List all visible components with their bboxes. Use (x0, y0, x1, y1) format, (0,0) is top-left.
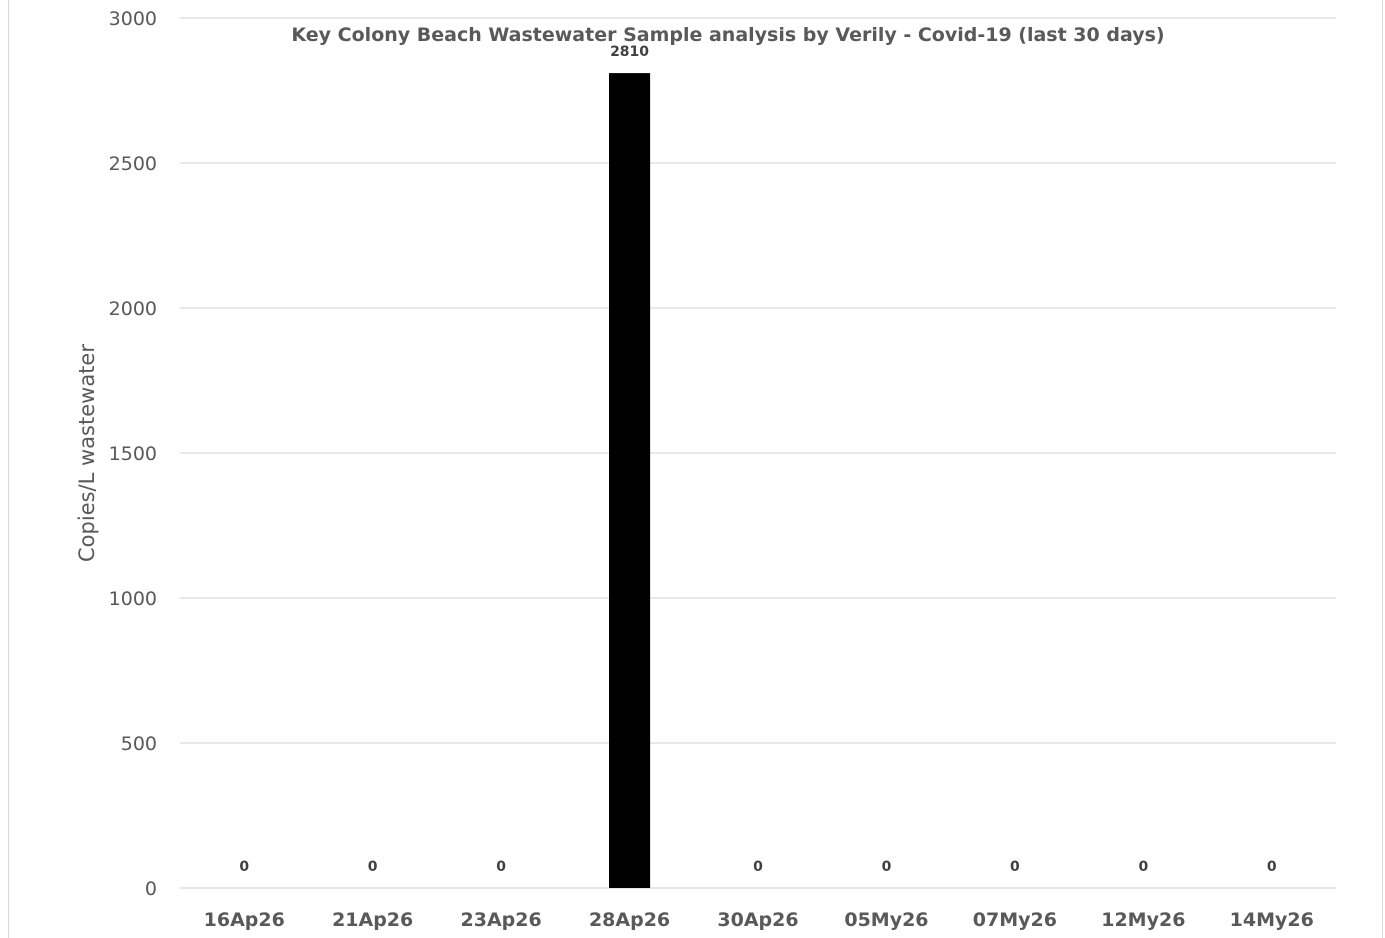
x-tick-label: 16Ap26 (204, 909, 285, 931)
y-tick-label: 1500 (109, 443, 157, 465)
data-labels: 0 0 0 2810 0 0 0 0 0 (239, 44, 1277, 875)
chart-frame (8, 0, 1383, 938)
y-tick-label: 3000 (109, 8, 157, 30)
y-tick-label: 0 (145, 878, 157, 900)
data-label: 0 (239, 859, 249, 875)
gridlines (180, 17, 1336, 889)
data-label: 0 (368, 859, 378, 875)
x-tick-label: 14My26 (1230, 909, 1314, 931)
y-axis-ticks: 0 500 1000 1500 2000 2500 3000 (109, 8, 157, 900)
y-tick-label: 500 (121, 733, 157, 755)
y-tick-label: 1000 (109, 588, 157, 610)
x-tick-label: 12My26 (1101, 909, 1185, 931)
x-tick-label: 21Ap26 (332, 909, 413, 931)
chart-title: Key Colony Beach Wastewater Sample analy… (291, 24, 1164, 46)
data-label: 0 (882, 859, 892, 875)
y-axis-title: Copies/L wastewater (75, 344, 99, 562)
bars (609, 73, 651, 889)
x-tick-label: 07My26 (973, 909, 1057, 931)
x-axis-ticks: 16Ap26 21Ap26 23Ap26 28Ap26 30Ap26 05My26 07My… (204, 909, 1314, 931)
data-label: 0 (496, 859, 506, 875)
x-tick-label: 23Ap26 (461, 909, 542, 931)
x-tick-label: 30Ap26 (717, 909, 798, 931)
x-tick-label: 28Ap26 (589, 909, 670, 931)
data-label: 0 (1267, 859, 1277, 875)
data-label: 2810 (610, 44, 649, 60)
data-label: 0 (1138, 859, 1148, 875)
y-tick-label: 2500 (109, 153, 157, 175)
data-label: 0 (1010, 859, 1020, 875)
y-tick-label: 2000 (109, 298, 157, 320)
bar-28Ap26 (609, 73, 651, 889)
data-label: 0 (753, 859, 763, 875)
x-tick-label: 05My26 (844, 909, 928, 931)
